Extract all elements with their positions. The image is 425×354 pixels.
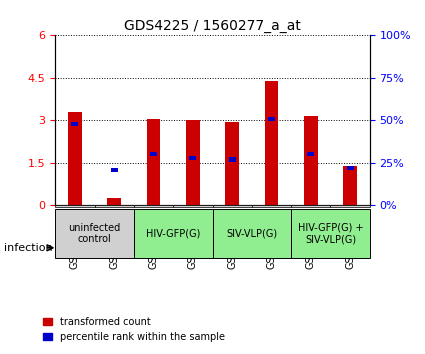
Bar [304,116,317,205]
Bar [111,167,118,172]
FancyBboxPatch shape [173,205,212,207]
Text: infection: infection [4,243,53,253]
Bar [343,166,357,205]
FancyBboxPatch shape [55,205,94,207]
Bar [265,81,278,205]
FancyBboxPatch shape [134,205,173,207]
Text: uninfected
control: uninfected control [68,223,121,245]
Bar [347,166,354,170]
Text: HIV-GFP(G) +
SIV-VLP(G): HIV-GFP(G) + SIV-VLP(G) [298,223,363,245]
FancyBboxPatch shape [212,205,252,207]
FancyBboxPatch shape [55,209,134,258]
Text: HIV-GFP(G): HIV-GFP(G) [146,229,200,239]
Bar [68,112,82,205]
Legend: transformed count, percentile rank within the sample: transformed count, percentile rank withi… [39,313,229,346]
Bar [150,152,157,156]
Bar [71,122,78,126]
FancyBboxPatch shape [212,209,291,258]
Bar [225,122,239,205]
Bar [268,116,275,121]
FancyBboxPatch shape [134,209,212,258]
FancyBboxPatch shape [291,209,370,258]
Bar [147,119,160,205]
FancyBboxPatch shape [252,205,291,207]
Bar [186,120,200,205]
FancyBboxPatch shape [94,205,134,207]
Bar [307,152,314,156]
Text: SIV-VLP(G): SIV-VLP(G) [226,229,278,239]
Bar [190,156,196,160]
Bar [229,157,235,161]
Bar [108,198,121,205]
Title: GDS4225 / 1560277_a_at: GDS4225 / 1560277_a_at [124,19,301,33]
FancyBboxPatch shape [331,205,370,207]
FancyBboxPatch shape [291,205,331,207]
